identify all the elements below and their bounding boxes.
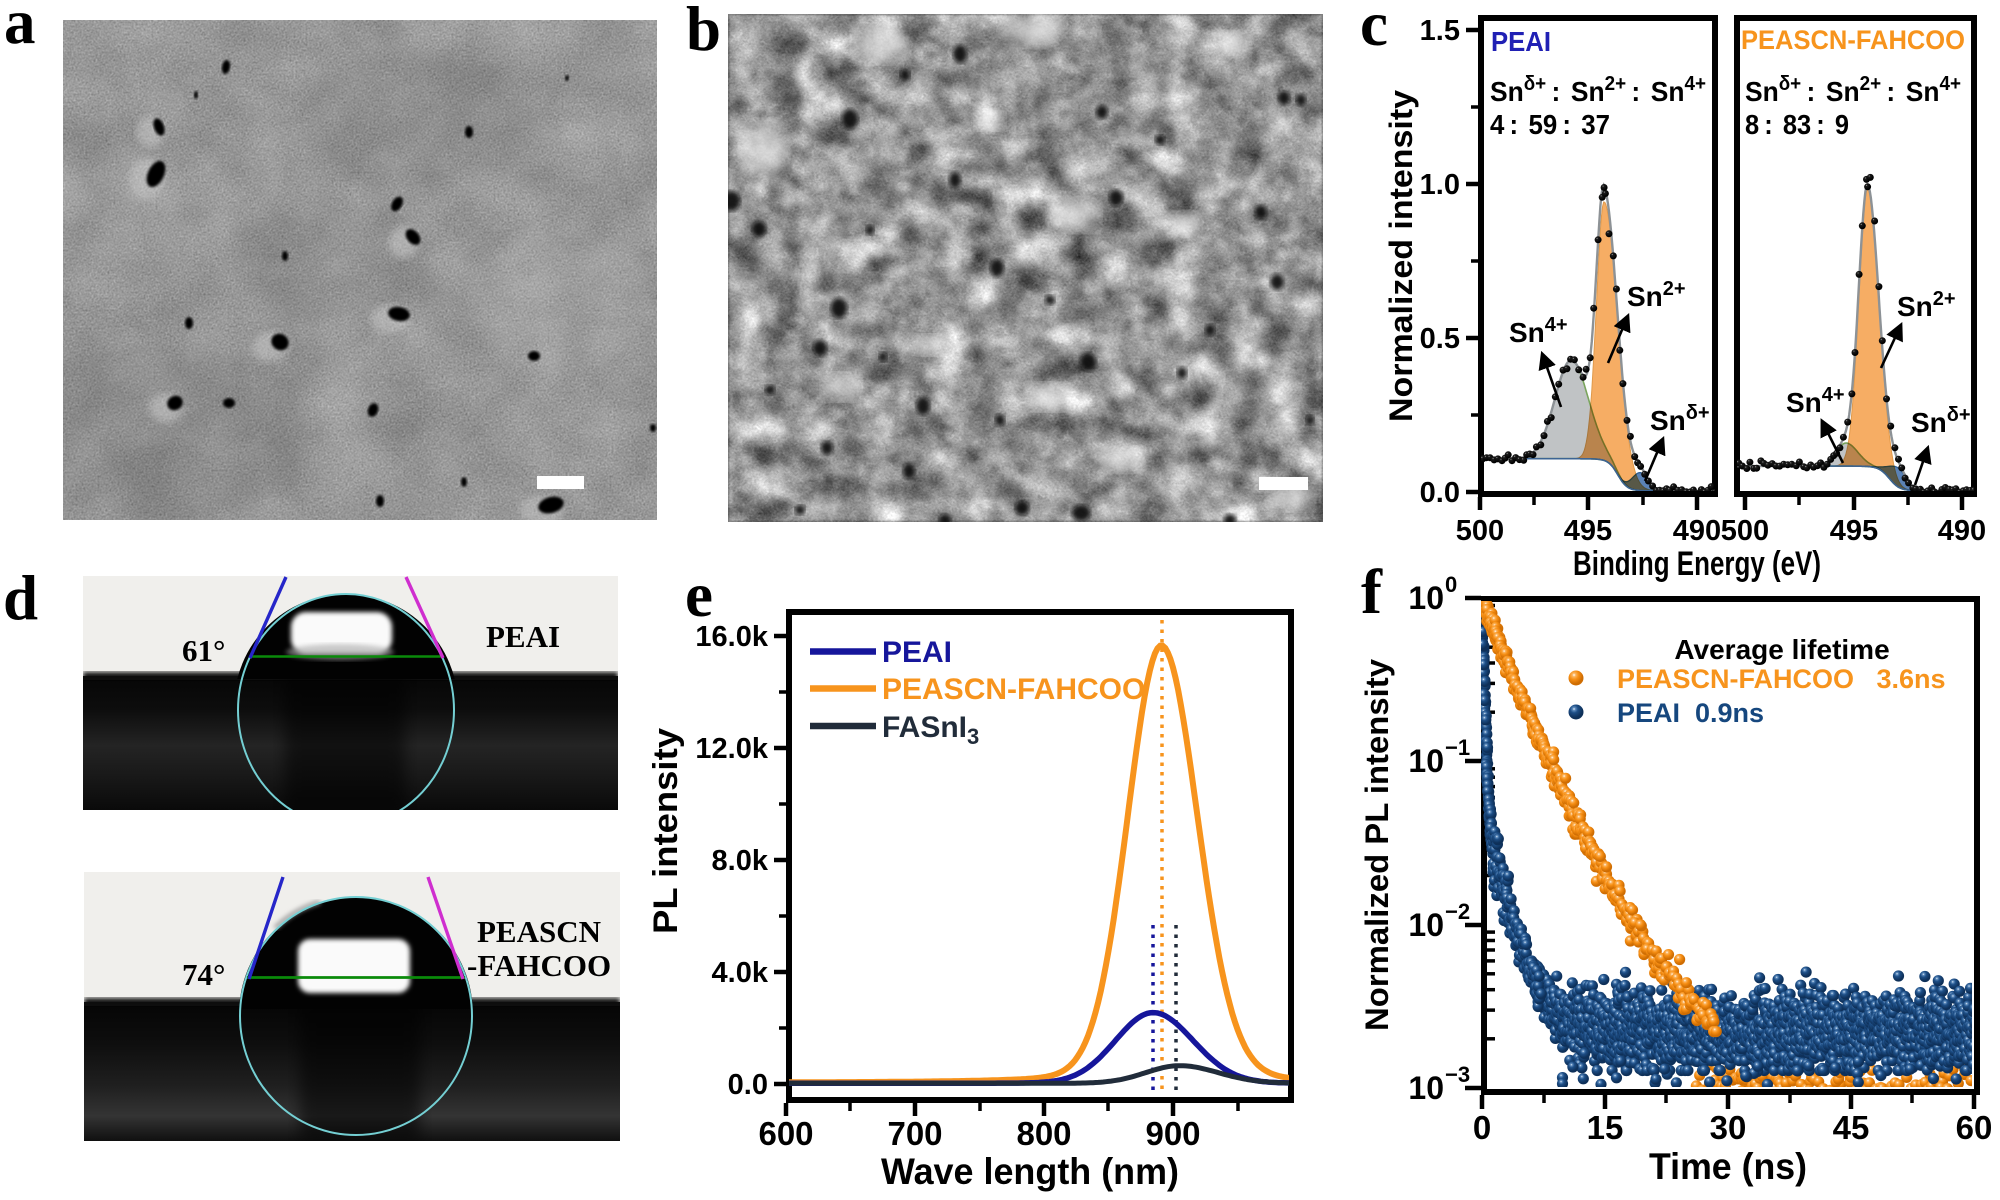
svg-text:60: 60 [1956, 1109, 1993, 1146]
svg-text:10: 10 [1408, 1070, 1444, 1106]
svg-text:0: 0 [1445, 572, 1457, 597]
svg-text:e: e [685, 560, 713, 630]
svg-text:Sn2+: Sn2+ [1627, 278, 1686, 312]
svg-text:900: 900 [1145, 1115, 1200, 1152]
svg-text:15: 15 [1587, 1109, 1624, 1146]
svg-text:500: 500 [1721, 515, 1769, 547]
svg-text:1.5: 1.5 [1420, 15, 1460, 47]
svg-text:PEAI: PEAI [486, 619, 560, 654]
svg-text:Snδ+ : Sn2+ : Sn4+: Snδ+ : Sn2+ : Sn4+ [1745, 73, 1961, 107]
svg-text:c: c [1360, 0, 1388, 59]
svg-text:−3: −3 [1445, 1062, 1470, 1087]
svg-text:Binding Energy (eV): Binding Energy (eV) [1573, 545, 1821, 583]
svg-text:0: 0 [1473, 1109, 1491, 1146]
svg-text:−2: −2 [1445, 899, 1470, 924]
svg-text:8.0k: 8.0k [712, 845, 769, 877]
svg-text:PEAI 0.9ns: PEAI 0.9ns [1617, 698, 1764, 728]
svg-text:12.0k: 12.0k [695, 733, 768, 765]
svg-text:500: 500 [1456, 515, 1504, 547]
svg-text:Snδ+ : Sn2+ : Sn4+: Snδ+ : Sn2+ : Sn4+ [1490, 73, 1706, 107]
svg-text:10: 10 [1408, 743, 1444, 779]
svg-text:Snδ+: Snδ+ [1911, 404, 1971, 438]
svg-text:800: 800 [1016, 1115, 1071, 1152]
svg-text:4.0k: 4.0k [712, 957, 769, 989]
svg-text:Wave length (nm): Wave length (nm) [881, 1151, 1179, 1192]
svg-text:-FAHCOO: -FAHCOO [467, 948, 611, 983]
svg-text:16.0k: 16.0k [695, 621, 768, 653]
svg-text:b: b [686, 0, 721, 64]
svg-text:10: 10 [1408, 907, 1444, 943]
svg-text:490: 490 [1938, 515, 1986, 547]
svg-text:PL intensity: PL intensity [647, 728, 685, 934]
svg-text:8 : 83 : 9: 8 : 83 : 9 [1745, 109, 1849, 140]
svg-text:f: f [1361, 557, 1383, 627]
svg-text:0.0: 0.0 [1420, 477, 1460, 509]
svg-text:Sn4+: Sn4+ [1509, 314, 1568, 348]
svg-text:4 : 59 : 37: 4 : 59 : 37 [1490, 109, 1610, 140]
svg-text:74°: 74° [182, 957, 225, 992]
svg-text:PEAI: PEAI [882, 636, 952, 669]
svg-text:45: 45 [1833, 1109, 1870, 1146]
svg-text:495: 495 [1564, 515, 1612, 547]
svg-text:61°: 61° [182, 633, 225, 668]
svg-text:Snδ+: Snδ+ [1650, 402, 1710, 436]
svg-text:PEASCN-FAHCOO: PEASCN-FAHCOO [882, 673, 1145, 706]
svg-text:Time (ns): Time (ns) [1649, 1146, 1807, 1187]
svg-text:700: 700 [887, 1115, 942, 1152]
svg-text:0.5: 0.5 [1420, 323, 1460, 355]
svg-text:d: d [3, 563, 38, 633]
svg-text:600: 600 [758, 1115, 813, 1152]
svg-text:1.0: 1.0 [1420, 169, 1460, 201]
svg-text:PEASCN: PEASCN [477, 914, 601, 949]
svg-text:PEAI: PEAI [1491, 26, 1551, 57]
svg-text:490: 490 [1673, 515, 1721, 547]
svg-text:495: 495 [1830, 515, 1878, 547]
svg-text:FASnI3: FASnI3 [882, 711, 979, 749]
svg-text:10: 10 [1408, 580, 1444, 616]
svg-text:Normalized intensity: Normalized intensity [1383, 90, 1419, 422]
svg-text:a: a [4, 0, 36, 57]
svg-text:Sn2+: Sn2+ [1897, 288, 1956, 322]
svg-text:PEASCN-FAHCOO: PEASCN-FAHCOO [1741, 25, 1965, 55]
svg-text:PEASCN-FAHCOO 3.6ns: PEASCN-FAHCOO 3.6ns [1617, 664, 1946, 694]
svg-text:Average lifetime: Average lifetime [1674, 634, 1889, 665]
svg-text:−1: −1 [1445, 735, 1470, 760]
svg-text:Sn4+: Sn4+ [1786, 384, 1845, 418]
svg-text:30: 30 [1710, 1109, 1747, 1146]
svg-text:Normalized PL intensity: Normalized PL intensity [1359, 659, 1395, 1031]
svg-text:0.0: 0.0 [728, 1069, 768, 1101]
